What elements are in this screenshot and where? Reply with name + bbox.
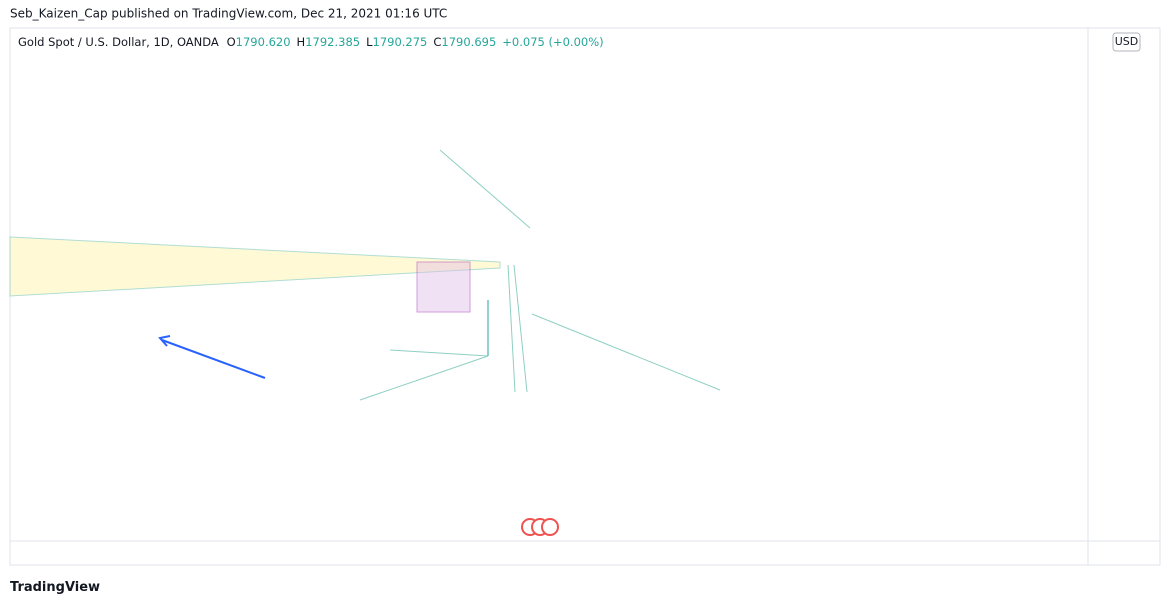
arrow-head [158, 335, 171, 347]
pointer [507, 264, 516, 393]
ohlc-key: O [227, 35, 236, 49]
pointer [531, 313, 721, 391]
ohlc-value: 1790.695 [441, 35, 496, 49]
ohlc-key: L [366, 35, 373, 49]
drawings [9, 149, 721, 401]
ohlc-value: 1790.620 [236, 35, 291, 49]
pointer [439, 149, 531, 229]
currency: USD [1115, 35, 1139, 48]
symbol-legend: Gold Spot / U.S. Dollar, 1D, OANDA O1790.… [18, 35, 604, 49]
ohlc-key: C [433, 35, 441, 49]
change: +0.075 (+0.00%) [502, 35, 603, 49]
byline: Seb_Kaizen_Cap published on TradingView.… [10, 7, 447, 21]
ohlc-value: 1792.385 [305, 35, 360, 49]
ohlc-key: H [297, 35, 306, 49]
consolidation-box [416, 261, 471, 313]
event-icon [541, 518, 559, 536]
pointer [513, 264, 528, 393]
channel [9, 236, 501, 297]
event-icons [521, 518, 559, 536]
currency-box[interactable] [1112, 32, 1141, 52]
pointer [389, 349, 489, 357]
arrow [161, 339, 266, 379]
pointer [359, 355, 489, 401]
symbol: Gold Spot / U.S. Dollar, 1D, OANDA [18, 35, 219, 49]
ohlc-value: 1790.275 [373, 35, 428, 49]
frame [9, 27, 1161, 566]
brand-text: TradingView [10, 580, 100, 595]
brand: TradingView [10, 580, 100, 595]
